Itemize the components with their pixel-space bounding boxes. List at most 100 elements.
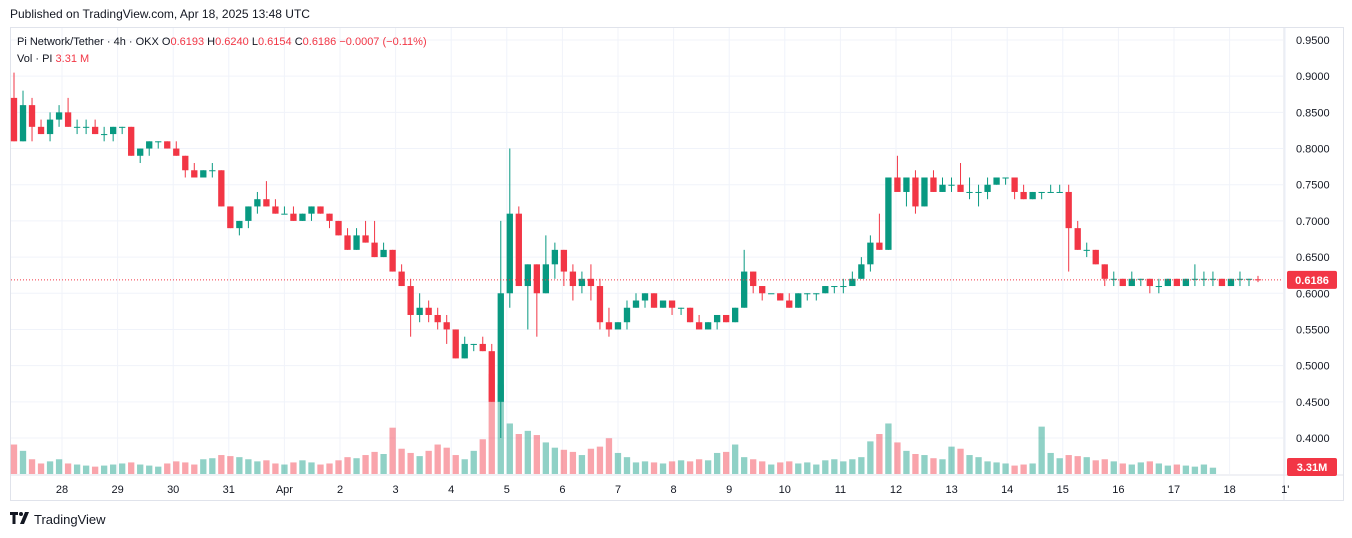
candle bbox=[506, 148, 513, 308]
volume-bar bbox=[858, 457, 865, 474]
candle bbox=[966, 177, 973, 200]
candle bbox=[1074, 220, 1081, 250]
x-tick-label: 29 bbox=[111, 484, 123, 496]
volume-bar bbox=[173, 461, 180, 474]
candle bbox=[443, 314, 450, 344]
candle bbox=[641, 293, 649, 308]
volume-bar bbox=[110, 464, 117, 474]
volume-bar bbox=[1002, 463, 1009, 474]
volume-bar bbox=[416, 456, 423, 474]
y-axis: 0.9500 0.9000 0.8500 0.8000 0.7500 0.7000 0.65… bbox=[10, 28, 1344, 500]
volume-bar bbox=[1101, 459, 1108, 474]
volume-bar bbox=[614, 452, 622, 474]
volume-bar bbox=[290, 462, 297, 474]
candle bbox=[578, 271, 586, 294]
candle bbox=[732, 307, 739, 323]
volume-bar bbox=[308, 462, 315, 474]
volume-bar bbox=[1191, 466, 1199, 474]
volume-bar bbox=[209, 458, 216, 474]
legend-row-price: Pi Network/Tether · 4h · OKX O0.6193 H0.… bbox=[17, 34, 427, 51]
legend-high: 0.6240 bbox=[215, 36, 249, 48]
volume-bar bbox=[659, 463, 667, 474]
volume-bar bbox=[1083, 457, 1090, 474]
x-tick-label: 5 bbox=[504, 484, 510, 496]
legend-low: 0.6154 bbox=[257, 36, 292, 48]
volume-bar bbox=[146, 465, 153, 474]
candle bbox=[930, 170, 937, 192]
volume-bar bbox=[840, 461, 847, 474]
volume-bar bbox=[930, 458, 937, 474]
candle bbox=[146, 141, 153, 156]
chart-frame[interactable] bbox=[10, 27, 1344, 501]
x-tick-label: 6 bbox=[559, 484, 565, 496]
volume-bar bbox=[741, 457, 748, 474]
y-tick-label: 0.9500 bbox=[1296, 35, 1330, 47]
volume-bar bbox=[722, 451, 730, 474]
volume-bar bbox=[786, 461, 793, 474]
last-volume-badge bbox=[1287, 458, 1337, 476]
candle bbox=[912, 170, 919, 214]
volume-bar bbox=[894, 442, 901, 474]
candle bbox=[1155, 278, 1162, 294]
volume-bar bbox=[713, 452, 721, 474]
volume-bar bbox=[37, 463, 45, 474]
legend-symbol[interactable]: Pi Network/Tether · 4h · OKX bbox=[17, 36, 159, 48]
candle bbox=[1020, 184, 1027, 200]
volume-bar bbox=[245, 459, 252, 474]
volume-bar bbox=[560, 449, 568, 474]
volume-bar bbox=[921, 455, 928, 474]
legend-volume-label[interactable]: Vol · PI bbox=[17, 53, 53, 65]
volume-bar bbox=[362, 455, 369, 474]
volume-bar bbox=[966, 455, 973, 474]
brand[interactable]: TradingView bbox=[10, 512, 106, 527]
candle bbox=[1200, 271, 1208, 287]
candle bbox=[840, 278, 847, 294]
volume-bar bbox=[434, 444, 441, 474]
candle bbox=[596, 278, 604, 330]
candle bbox=[948, 177, 955, 192]
candle bbox=[704, 322, 712, 330]
volume-bar bbox=[1128, 464, 1135, 474]
candle bbox=[867, 235, 874, 272]
volume-bar bbox=[867, 441, 874, 474]
candle bbox=[831, 286, 838, 294]
candle bbox=[452, 329, 459, 359]
candle bbox=[362, 220, 369, 243]
volume-bar bbox=[849, 459, 856, 474]
y-tick-label: 0.8500 bbox=[1296, 107, 1330, 119]
volume-bar bbox=[326, 463, 333, 474]
candle bbox=[551, 242, 559, 279]
volume-bar bbox=[73, 464, 81, 474]
candle bbox=[759, 286, 766, 301]
volume-bar bbox=[128, 462, 135, 474]
volume-bar bbox=[10, 444, 18, 474]
volume-bar bbox=[804, 462, 811, 474]
candle bbox=[993, 177, 1000, 185]
volume-bar bbox=[732, 444, 739, 474]
volume-bar bbox=[993, 462, 1000, 474]
candle bbox=[398, 264, 405, 287]
candle bbox=[254, 191, 261, 214]
volume-bar bbox=[813, 464, 820, 474]
volume-bar bbox=[641, 461, 649, 474]
volume-bar bbox=[596, 446, 604, 474]
volume-bar bbox=[488, 374, 495, 474]
candle bbox=[777, 293, 784, 301]
candle bbox=[741, 249, 748, 308]
x-tick-label: 28 bbox=[56, 484, 68, 496]
volume-bar bbox=[443, 447, 450, 474]
candle bbox=[155, 141, 162, 149]
candle bbox=[569, 264, 577, 301]
volume-bar bbox=[200, 459, 207, 474]
volume-bar bbox=[1047, 452, 1054, 474]
candle bbox=[957, 163, 964, 192]
candle bbox=[1038, 191, 1045, 200]
legend-close: 0.6186 bbox=[302, 36, 337, 48]
volume-bar bbox=[1011, 465, 1018, 474]
candle bbox=[1137, 278, 1144, 287]
y-tick-label: 0.7500 bbox=[1296, 180, 1330, 192]
candle bbox=[1065, 184, 1072, 272]
volume-bar bbox=[957, 448, 964, 474]
candle bbox=[46, 112, 54, 142]
